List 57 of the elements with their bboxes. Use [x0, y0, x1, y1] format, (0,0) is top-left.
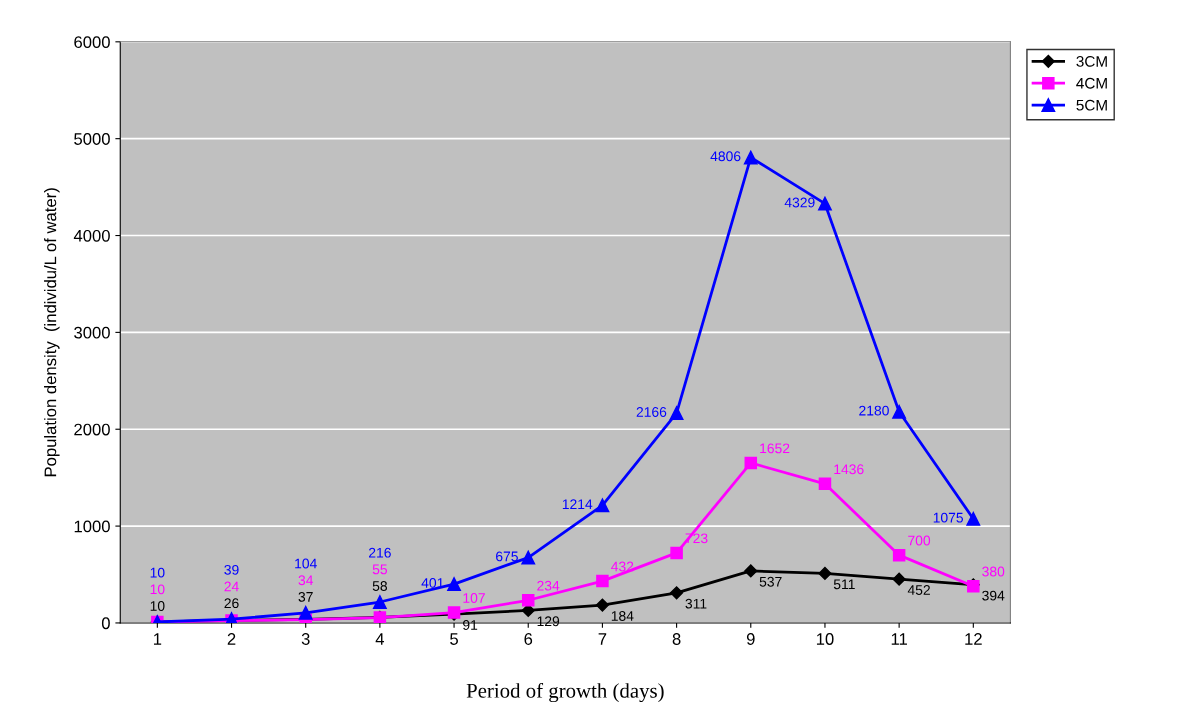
data-label: 452 — [907, 585, 930, 595]
data-label: 1214 — [562, 499, 593, 509]
y-tick-label: 1000 — [74, 520, 110, 533]
y-tick-label: 2000 — [74, 423, 110, 436]
data-label: 55 — [372, 564, 388, 575]
data-label: 700 — [908, 535, 931, 546]
data-label: 2166 — [636, 407, 667, 417]
y-tick-label: 6000 — [74, 36, 110, 49]
data-label: 311 — [685, 598, 707, 609]
data-label: 1652 — [760, 443, 790, 454]
data-label: 4329 — [784, 197, 815, 208]
data-label: 537 — [759, 576, 782, 587]
data-label: 91 — [463, 620, 478, 630]
data-label: 216 — [369, 547, 391, 558]
legend-label: 3CM — [1076, 55, 1107, 67]
x-tick-label: 6 — [524, 633, 533, 645]
data-label: 34 — [298, 575, 314, 586]
data-label: 37 — [298, 591, 313, 602]
y-tick-label: 5000 — [74, 133, 110, 145]
data-label: 380 — [982, 566, 1005, 577]
y-tick-label: 0 — [101, 617, 110, 630]
data-label: 104 — [295, 558, 317, 569]
x-tick-label: 9 — [746, 633, 755, 645]
data-label: 4806 — [710, 151, 741, 162]
x-tick-label: 12 — [965, 633, 982, 645]
data-label: 394 — [982, 590, 1005, 601]
data-label: 10 — [150, 601, 165, 611]
data-label: 184 — [611, 611, 634, 621]
legend-label: 5CM — [1076, 99, 1107, 111]
x-tick-label: 8 — [672, 633, 681, 645]
y-tick-label: 4000 — [73, 229, 110, 242]
data-label: 2180 — [859, 405, 889, 416]
data-label: 24 — [224, 581, 239, 592]
x-tick-label: 7 — [598, 633, 607, 645]
data-label: 10 — [150, 567, 165, 578]
x-tick-label: 2 — [227, 633, 236, 645]
data-label: 10 — [150, 584, 165, 595]
data-label: 26 — [224, 598, 239, 609]
y-tick-label: 3000 — [74, 326, 110, 339]
data-label: 675 — [496, 551, 518, 562]
x-tick-label: 11 — [891, 633, 907, 645]
x-tick-label: 3 — [301, 633, 310, 645]
x-tick-label: 10 — [816, 633, 834, 645]
data-label: 1436 — [834, 464, 864, 475]
data-label: 107 — [463, 593, 485, 603]
x-tick-label: 1 — [153, 633, 162, 645]
data-label: 1075 — [933, 512, 964, 523]
data-label: 511 — [833, 579, 855, 590]
x-tick-label: 5 — [450, 633, 458, 645]
data-label: 39 — [224, 564, 239, 575]
x-axis-title: Period of growth (days) — [466, 682, 664, 703]
data-label: 129 — [537, 616, 560, 627]
y-axis-title: Population density (individu/L of water) — [44, 188, 60, 477]
data-label: 234 — [537, 580, 560, 591]
data-label: 58 — [372, 581, 387, 591]
legend-label: 4CM — [1076, 77, 1107, 89]
x-tick-label: 4 — [375, 633, 385, 645]
